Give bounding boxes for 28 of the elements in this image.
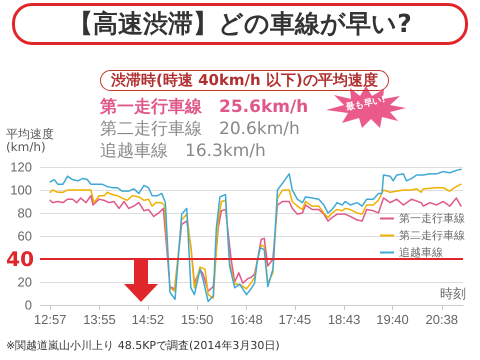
legend-label: 追越車線 — [399, 246, 443, 259]
y-tick-label: 0 — [24, 298, 32, 312]
y-tick-label: 100 — [10, 182, 32, 198]
x-tick-label: 18:43 — [328, 312, 360, 327]
text: 第一走行車線 25.6km/h — [100, 97, 308, 117]
y-tick-label: 20 — [18, 274, 32, 290]
x-tick-label: 19:40 — [376, 312, 409, 327]
text: 追越車線 16.3km/h — [100, 141, 266, 161]
chart-title: 【高速渋滞】どの車線が早い? — [12, 3, 468, 45]
ref-line-label: 40 — [6, 247, 34, 271]
y-tick-label: 80 — [18, 206, 32, 220]
legend-label: 第一走行車線 — [399, 212, 465, 225]
text: 最も早い! — [345, 94, 387, 114]
x-tick-label: 20:38 — [425, 312, 458, 327]
x-tick-label: 12:57 — [34, 312, 66, 327]
chart-subtitle: 渋滞時(時速 40km/h 以下)の平均速度 — [100, 70, 389, 90]
y-tick-label: 60 — [18, 228, 32, 244]
text: ※関越道嵐山小川上り 48.5KPで調査(2014年3月30日) — [6, 339, 280, 352]
y-axis-title: 平均速度 (km/h) — [6, 127, 54, 154]
x-tick-label: 15:50 — [180, 312, 214, 327]
x-tick-label: 14:52 — [132, 312, 164, 327]
text: 第二走行車線 20.6km/h — [100, 119, 300, 139]
x-tick-label: 17:45 — [278, 312, 312, 327]
x-tick-label: 16:48 — [230, 312, 263, 327]
x-tick-label: 13:55 — [83, 312, 116, 327]
x-axis-title: 時刻 — [440, 287, 466, 302]
y-tick-label: 120 — [10, 160, 32, 174]
legend-label: 第二走行車線 — [399, 229, 465, 242]
